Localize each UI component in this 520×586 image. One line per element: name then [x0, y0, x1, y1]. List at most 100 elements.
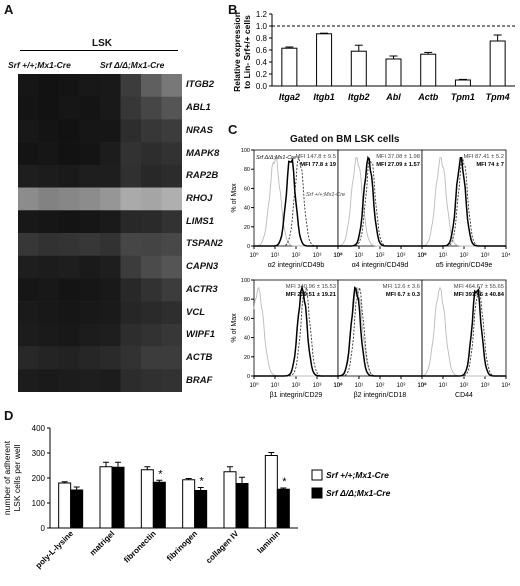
- heatmap-cell: [141, 187, 162, 211]
- heatmap-cell: [79, 301, 101, 325]
- panel-label-b: B: [228, 2, 238, 17]
- x-tick-label: 10¹: [271, 253, 280, 259]
- bar: [385, 58, 402, 87]
- x-tick-label: 10³: [397, 253, 406, 259]
- histogram-frame: [421, 149, 507, 247]
- x-tick-label: 10⁴: [417, 252, 427, 259]
- x-axis-label: α2 integrin/CD49b: [268, 262, 325, 269]
- mfi-wt: MFI 12.6 ± 3.6: [383, 284, 420, 290]
- ko-histogram: [254, 285, 338, 377]
- mfi-wt: MFI 340.96 ± 15.53: [286, 284, 336, 290]
- heatmap-cell: [161, 369, 182, 392]
- heatmap-cell: [161, 301, 182, 325]
- y-tick-label: 20: [244, 225, 250, 231]
- heatmap-cell: [100, 233, 121, 257]
- heatmap-cell: [18, 187, 39, 211]
- heatmap-cell: [161, 255, 182, 279]
- x-tick-label: 10³: [313, 383, 322, 389]
- x-tick-label: 10¹: [439, 383, 448, 389]
- ko-histogram: [422, 288, 506, 377]
- heatmap-cell: [59, 164, 80, 188]
- heatmap-cell: [38, 346, 60, 370]
- y-tick-label: 100: [241, 278, 250, 284]
- heatmap-cell: [161, 164, 182, 188]
- x-axis-label: α5 integrin/CD49e: [436, 262, 493, 269]
- ko-histogram: [422, 156, 506, 247]
- category-label: poly-L-lysine: [34, 529, 76, 571]
- heatmap-cell: [100, 210, 121, 234]
- group1-label: Srf +/+;Mx1-Cre: [8, 60, 71, 70]
- y-tick-label: 0.6: [256, 46, 268, 55]
- heatmap-cell: [79, 187, 101, 211]
- heatmap-cell: [120, 369, 142, 392]
- bar-ko: [111, 466, 125, 529]
- x-tick-label: 10¹: [355, 383, 364, 389]
- bar: [420, 53, 437, 87]
- heatmap-cell: [38, 301, 60, 325]
- x-tick-label: 10²: [292, 253, 301, 259]
- heatmap-cell: [161, 233, 182, 257]
- x-tick-label: 10⁴: [417, 382, 427, 389]
- category-label: fibronectin: [122, 529, 158, 565]
- x-tick-label: 10⁰: [333, 382, 343, 389]
- y-axis-label: % of Max: [231, 183, 238, 213]
- mfi-ko: MFI 27.09 ± 1.57: [376, 162, 420, 168]
- bar-ko: [70, 489, 84, 529]
- heatmap-cell: [120, 142, 142, 166]
- y-tick-label: 40: [244, 336, 250, 342]
- x-tick-label: 10⁰: [417, 382, 427, 389]
- heatmap-cell: [100, 278, 121, 302]
- heatmap-cell: [100, 187, 121, 211]
- bar-wt: [99, 466, 113, 529]
- heatmap-cell: [38, 74, 60, 98]
- legend-label: Srf +/+;Mx1-Cre: [326, 470, 389, 480]
- mfi-ko: MFI 397.46 ± 40.84: [454, 292, 505, 298]
- bar-wt: [264, 455, 278, 529]
- category-label: Itgb1: [313, 92, 335, 102]
- heatmap-cell: [141, 210, 162, 234]
- ko-histogram: [254, 157, 338, 247]
- heatmap-cell: [38, 164, 60, 188]
- heatmap-cell: [59, 301, 80, 325]
- category-label: Itgb2: [348, 92, 370, 102]
- lsk-bracket: [20, 50, 178, 51]
- bar-wt: [140, 469, 154, 529]
- lsk-header: LSK: [92, 38, 112, 49]
- heatmap-cell: [59, 323, 80, 347]
- y-tick-label: 0.0: [256, 82, 268, 91]
- bar-ko: [235, 483, 249, 529]
- bar: [454, 79, 471, 87]
- category-label: fibrinogen: [165, 529, 199, 563]
- gene-label: CAPN3: [186, 261, 219, 273]
- significance-star: *: [200, 476, 205, 488]
- gene-label: ACTB: [186, 351, 213, 363]
- heatmap-cell: [100, 96, 121, 120]
- heatmap-cell: [141, 301, 162, 325]
- histogram-frame: [337, 279, 423, 377]
- heatmap-cell: [120, 255, 142, 279]
- bar-wt: [58, 482, 72, 529]
- bar-ko: [152, 481, 166, 529]
- y-tick-label: 0: [247, 374, 250, 380]
- heatmap-cell: [161, 210, 182, 234]
- x-tick-label: 10¹: [355, 253, 364, 259]
- x-tick-label: 10¹: [271, 383, 280, 389]
- gene-label: TSPAN2: [186, 238, 223, 250]
- bar-wt: [223, 471, 237, 529]
- bar: [489, 40, 506, 87]
- heatmap-cell: [100, 323, 121, 347]
- x-tick-label: 10³: [481, 253, 490, 259]
- category-label: Actb: [417, 92, 439, 102]
- bar: [316, 33, 333, 87]
- heatmap-cell: [38, 369, 60, 392]
- mfi-ko: MFI 77.8 ± 19: [300, 162, 336, 168]
- heatmap-cell: [141, 96, 162, 120]
- heatmap-cell: [120, 74, 142, 98]
- panel-label-d: D: [4, 408, 14, 423]
- heatmap-cell: [120, 323, 142, 347]
- gene-label: MAPK8: [186, 147, 220, 159]
- heatmap-cell: [38, 96, 60, 120]
- panel-a: LSK Srf +/+;Mx1-Cre Srf Δ/Δ;Mx1-Cre ITGB…: [0, 0, 223, 400]
- y-axis-label: number of adherentLSK cells per well: [2, 440, 22, 515]
- bar-ko: [276, 488, 290, 529]
